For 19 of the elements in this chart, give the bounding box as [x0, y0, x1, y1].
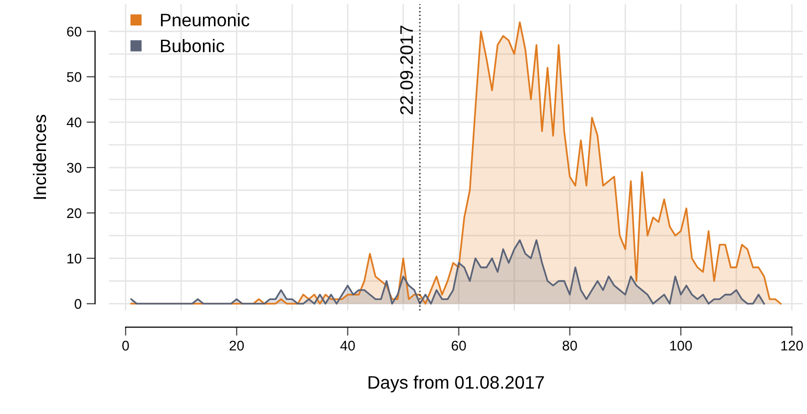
- x-tick-label: 80: [562, 340, 577, 351]
- x-tick-label: 120: [781, 340, 803, 351]
- y-tick-label: 40: [66, 117, 82, 128]
- y-tick-label: 50: [66, 72, 82, 82]
- x-tick-label: 60: [452, 340, 466, 351]
- x-tick-label: 40: [340, 340, 355, 351]
- y-axis-title: Incidences: [32, 114, 46, 199]
- y-tick-label: 0: [74, 299, 82, 309]
- x-tick-label: 100: [670, 340, 692, 351]
- y-tick-label: 30: [66, 162, 82, 173]
- y-tick-label: 60: [67, 26, 82, 37]
- x-tick-label: 0: [122, 340, 129, 351]
- ref-line-label: 22.09.2017: [400, 26, 413, 114]
- y-tick-label: 20: [67, 208, 82, 218]
- y-tick-label: 10: [67, 254, 82, 264]
- legend-label: Pneumonic: [160, 13, 250, 26]
- x-axis-title: Days from 01.08.2017: [368, 376, 544, 392]
- x-tick-label: 20: [230, 340, 244, 351]
- legend-label: Bubonic: [160, 39, 224, 52]
